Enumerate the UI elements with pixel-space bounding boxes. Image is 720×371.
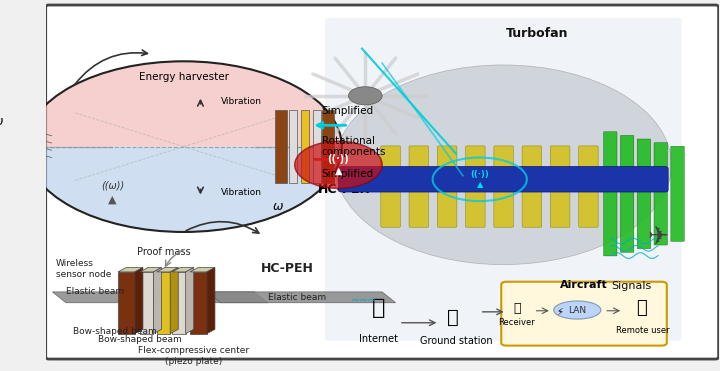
FancyBboxPatch shape	[321, 136, 329, 158]
Text: Rotational
components: Rotational components	[322, 136, 386, 157]
Polygon shape	[135, 267, 143, 334]
FancyBboxPatch shape	[289, 110, 297, 183]
Text: Energy harvester: Energy harvester	[139, 72, 229, 82]
Circle shape	[294, 141, 382, 188]
Text: ω: ω	[0, 115, 4, 128]
Polygon shape	[140, 267, 161, 272]
Text: 🌐: 🌐	[372, 298, 385, 318]
FancyBboxPatch shape	[654, 142, 667, 245]
Text: ~: ~	[351, 296, 360, 306]
FancyBboxPatch shape	[603, 132, 617, 256]
Text: Simplified: Simplified	[322, 106, 374, 116]
Wedge shape	[25, 61, 342, 147]
Text: Receiver: Receiver	[498, 318, 535, 327]
Text: Elastic beam: Elastic beam	[66, 288, 124, 296]
Text: ~: ~	[366, 296, 376, 306]
Polygon shape	[53, 292, 268, 303]
FancyBboxPatch shape	[409, 146, 428, 227]
Text: Internet: Internet	[359, 334, 398, 344]
Text: Turbofan: Turbofan	[505, 27, 568, 40]
Text: Ground station: Ground station	[420, 336, 492, 346]
FancyBboxPatch shape	[579, 146, 598, 227]
FancyBboxPatch shape	[522, 146, 541, 227]
Text: ~: ~	[359, 296, 368, 306]
FancyBboxPatch shape	[313, 110, 321, 183]
Text: Vibration: Vibration	[220, 187, 261, 197]
Text: Aircraft: Aircraft	[560, 280, 608, 290]
Polygon shape	[157, 267, 179, 272]
Text: ω: ω	[274, 200, 284, 213]
FancyBboxPatch shape	[621, 135, 634, 252]
Text: 📡: 📡	[447, 308, 459, 327]
Polygon shape	[190, 272, 207, 334]
Polygon shape	[170, 267, 179, 334]
Polygon shape	[190, 267, 215, 272]
Text: 💻: 💻	[636, 299, 647, 317]
Text: Vibration: Vibration	[220, 97, 261, 106]
Polygon shape	[157, 272, 170, 334]
Text: Bow-shaped beam: Bow-shaped beam	[98, 335, 181, 344]
Wedge shape	[25, 147, 342, 232]
FancyBboxPatch shape	[325, 18, 682, 341]
Polygon shape	[118, 272, 135, 334]
FancyBboxPatch shape	[637, 139, 651, 249]
FancyBboxPatch shape	[381, 146, 400, 227]
Polygon shape	[172, 272, 186, 334]
Text: ▲: ▲	[108, 194, 117, 204]
Ellipse shape	[554, 301, 601, 319]
Text: 📡: 📡	[513, 302, 521, 315]
Polygon shape	[186, 267, 194, 334]
Text: HC-PEH: HC-PEH	[318, 183, 371, 196]
Text: ⚡: ⚡	[556, 307, 562, 317]
FancyBboxPatch shape	[323, 110, 334, 183]
Text: ✈: ✈	[647, 226, 669, 249]
Text: Flex-compressive center
(piezo plate): Flex-compressive center (piezo plate)	[138, 347, 249, 366]
Text: LAN: LAN	[568, 306, 586, 315]
FancyBboxPatch shape	[275, 110, 287, 183]
Polygon shape	[207, 292, 395, 303]
FancyBboxPatch shape	[466, 146, 485, 227]
Text: HC-PEH: HC-PEH	[261, 262, 314, 275]
Text: Bow-shaped beam: Bow-shaped beam	[73, 327, 156, 336]
Polygon shape	[118, 267, 143, 272]
FancyBboxPatch shape	[45, 5, 719, 359]
FancyBboxPatch shape	[437, 146, 457, 227]
FancyBboxPatch shape	[671, 146, 684, 242]
Polygon shape	[153, 267, 161, 334]
Text: Proof mass: Proof mass	[137, 247, 190, 257]
Text: Signals: Signals	[611, 281, 652, 291]
Ellipse shape	[335, 65, 672, 265]
FancyBboxPatch shape	[501, 282, 667, 346]
FancyBboxPatch shape	[550, 146, 570, 227]
FancyBboxPatch shape	[30, 136, 38, 158]
Circle shape	[348, 87, 382, 105]
Polygon shape	[140, 272, 153, 334]
FancyBboxPatch shape	[494, 146, 513, 227]
Text: ((ω)): ((ω))	[101, 180, 124, 190]
FancyBboxPatch shape	[301, 110, 309, 183]
Text: ((·))
▲: ((·)) ▲	[470, 170, 489, 189]
Text: ((·))
▲: ((·)) ▲	[328, 154, 349, 175]
FancyBboxPatch shape	[338, 167, 668, 192]
Text: Elastic beam: Elastic beam	[268, 293, 326, 302]
Text: Remote user: Remote user	[616, 326, 670, 335]
Polygon shape	[207, 267, 215, 334]
Text: Simplified: Simplified	[322, 169, 374, 179]
Polygon shape	[172, 267, 194, 272]
Text: Wireless
sensor node: Wireless sensor node	[55, 259, 111, 279]
